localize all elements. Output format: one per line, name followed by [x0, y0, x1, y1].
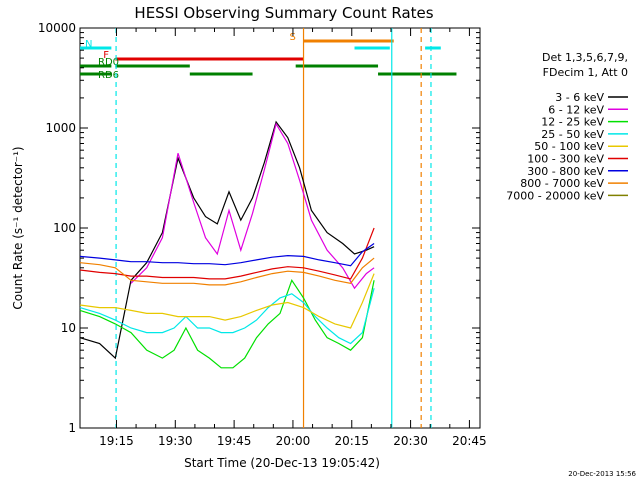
series-line-1	[130, 122, 375, 290]
state-bar-label-rd6: RD6	[98, 70, 119, 81]
legend-entry-7: 800 - 7000 keV	[520, 177, 604, 190]
y-tick-label: 10	[61, 321, 76, 335]
chart-title: HESSI Observing Summary Count Rates	[134, 4, 433, 22]
legend: Det 1,3,5,6,7,9, FDecim 1, Att 0 3 - 6 k…	[506, 51, 628, 202]
series-line-7	[79, 257, 375, 286]
legend-header-line-2: FDecim 1, Att 0	[543, 66, 628, 79]
y-tick-label: 100	[53, 221, 76, 235]
series-lines	[79, 120, 375, 369]
x-tick-label: 20:30	[393, 434, 428, 448]
x-tick-label: 19:45	[217, 434, 252, 448]
legend-entry-4: 50 - 100 keV	[534, 140, 604, 153]
legend-entry-3: 25 - 50 keV	[541, 128, 604, 141]
series-line-5	[79, 227, 375, 280]
state-bar-label-s: S	[290, 32, 296, 43]
series-line-3	[79, 288, 375, 345]
y-axis-label: Count Rate (s⁻¹ detector⁻¹)	[11, 146, 25, 309]
x-tick-label: 19:15	[99, 434, 134, 448]
plot-frame	[79, 27, 481, 429]
x-axis-ticks: 19:15 19:30 19:45 20:00 20:15 20:30 20:45	[99, 28, 487, 448]
x-tick-label: 20:15	[334, 434, 369, 448]
series-line-4	[79, 273, 375, 329]
legend-entry-8: 7000 - 20000 keV	[506, 189, 604, 202]
x-tick-label: 20:00	[276, 434, 311, 448]
series-line-0	[79, 120, 375, 360]
event-marker-lines	[115, 28, 432, 428]
y-tick-label: 1000	[45, 121, 76, 135]
y-tick-label: 10000	[38, 21, 76, 35]
legend-header-line-1: Det 1,3,5,6,7,9,	[542, 51, 628, 64]
legend-entry-0: 3 - 6 keV	[555, 91, 604, 104]
legend-entry-5: 100 - 300 keV	[527, 153, 604, 166]
legend-entry-2: 12 - 25 keV	[541, 116, 604, 129]
state-bar-label-rd0: RD0	[98, 57, 119, 68]
series-line-6	[79, 243, 375, 267]
x-tick-label: 20:45	[452, 434, 487, 448]
x-tick-label: 19:30	[158, 434, 193, 448]
x-axis-label: Start Time (20-Dec-13 19:05:42)	[184, 456, 380, 470]
state-bar-label-f: F	[103, 50, 109, 61]
legend-entry-6: 300 - 800 keV	[527, 165, 604, 178]
timestamp: 20-Dec-2013 15:56	[568, 470, 636, 478]
series-line-2	[79, 278, 375, 369]
y-tick-label: 1	[68, 421, 76, 435]
state-bar-label-n: N	[85, 39, 92, 50]
y-axis-ticks: 1 10 100 1000 10000	[38, 21, 480, 435]
legend-entry-1: 6 - 12 keV	[548, 103, 604, 116]
